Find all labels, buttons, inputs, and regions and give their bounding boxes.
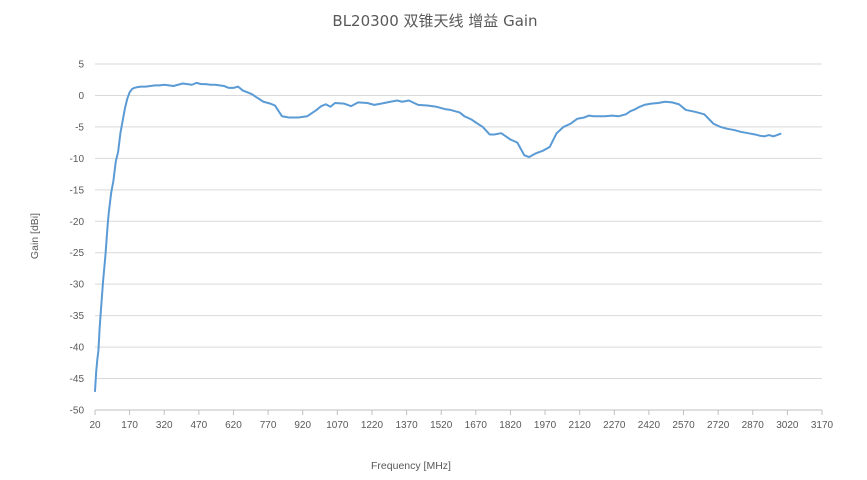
- x-axis-label: Frequency [MHz]: [371, 460, 451, 472]
- gain-series-line: [94, 81, 782, 393]
- x-tick-label: 1070: [326, 420, 349, 431]
- x-tick-label: 470: [191, 420, 208, 431]
- x-tick-label: 770: [260, 420, 277, 431]
- x-tick-label: 2120: [569, 420, 592, 431]
- x-tick-label: 1970: [534, 420, 557, 431]
- x-tick-label: 1370: [395, 420, 418, 431]
- series-layer: [94, 81, 782, 393]
- x-tick-label: 1670: [465, 420, 488, 431]
- y-tick-label: -25: [70, 248, 85, 259]
- y-tick-label: -50: [70, 406, 85, 417]
- x-tick-label: 320: [156, 420, 173, 431]
- gridlines: [95, 63, 822, 380]
- y-tick-label: 0: [78, 91, 84, 102]
- y-tick-label: 5: [78, 60, 84, 71]
- y-tick-label: -5: [75, 122, 84, 133]
- y-tick-labels: 5 0 -5 -10 -15 -20 -25 -30 -35 -40 -45 -50: [70, 60, 85, 417]
- x-tick-label: 2720: [707, 420, 730, 431]
- y-tick-label: -15: [70, 185, 85, 196]
- x-tick-label: 2270: [603, 420, 626, 431]
- x-tick-label: 3170: [811, 420, 834, 431]
- x-tick-label: 3020: [776, 420, 799, 431]
- y-tick-label: -30: [70, 280, 85, 291]
- x-tick-label: 620: [225, 420, 242, 431]
- y-tick-label: -20: [70, 217, 85, 228]
- x-tick-label: 2420: [638, 420, 661, 431]
- y-axis-label: Gain [dBi]: [29, 213, 41, 259]
- x-tick-label: 920: [294, 420, 311, 431]
- x-tick-label: 2570: [672, 420, 695, 431]
- y-tick-label: -45: [70, 374, 85, 385]
- axes: [94, 409, 823, 415]
- x-tick-label: 20: [89, 420, 101, 431]
- x-tick-labels: 20 170 320 470 620 770 920 1070 1220 1370 1520 1670…: [89, 420, 833, 431]
- y-tick-label: -40: [70, 343, 85, 354]
- x-tick-label: 170: [121, 420, 138, 431]
- chart-title: BL20300 双锥天线 增益 Gain: [332, 12, 537, 30]
- y-tick-label: -10: [70, 154, 85, 165]
- x-tick-label: 2870: [742, 420, 765, 431]
- x-tick-label: 1820: [499, 420, 522, 431]
- x-tick-label: 1520: [430, 420, 453, 431]
- x-tick-label: 1220: [361, 420, 384, 431]
- y-tick-label: -35: [70, 311, 85, 322]
